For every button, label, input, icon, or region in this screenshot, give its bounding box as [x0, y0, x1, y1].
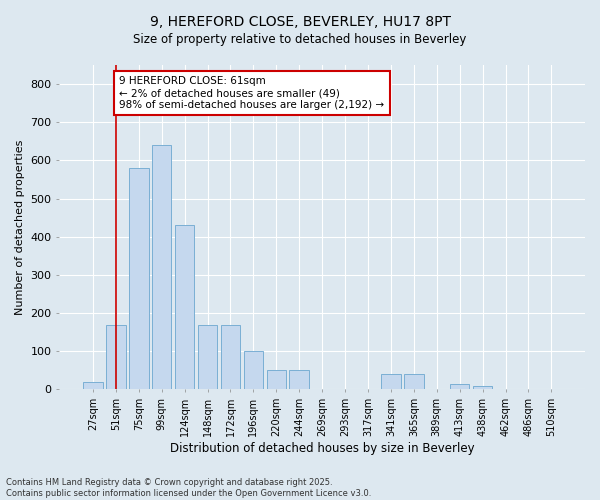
Bar — [152, 145, 172, 390]
Bar — [404, 374, 424, 390]
Bar — [198, 324, 217, 390]
Bar — [221, 324, 240, 390]
Bar — [106, 324, 125, 390]
Bar — [83, 382, 103, 390]
Text: 9, HEREFORD CLOSE, BEVERLEY, HU17 8PT: 9, HEREFORD CLOSE, BEVERLEY, HU17 8PT — [149, 15, 451, 29]
Bar — [266, 370, 286, 390]
Bar — [289, 370, 309, 390]
Y-axis label: Number of detached properties: Number of detached properties — [15, 140, 25, 315]
Bar — [129, 168, 149, 390]
Bar — [175, 226, 194, 390]
Bar — [473, 386, 493, 390]
Text: Size of property relative to detached houses in Beverley: Size of property relative to detached ho… — [133, 32, 467, 46]
Text: Contains HM Land Registry data © Crown copyright and database right 2025.
Contai: Contains HM Land Registry data © Crown c… — [6, 478, 371, 498]
X-axis label: Distribution of detached houses by size in Beverley: Distribution of detached houses by size … — [170, 442, 475, 455]
Text: 9 HEREFORD CLOSE: 61sqm
← 2% of detached houses are smaller (49)
98% of semi-det: 9 HEREFORD CLOSE: 61sqm ← 2% of detached… — [119, 76, 385, 110]
Bar — [381, 374, 401, 390]
Bar — [244, 352, 263, 390]
Bar — [450, 384, 469, 390]
